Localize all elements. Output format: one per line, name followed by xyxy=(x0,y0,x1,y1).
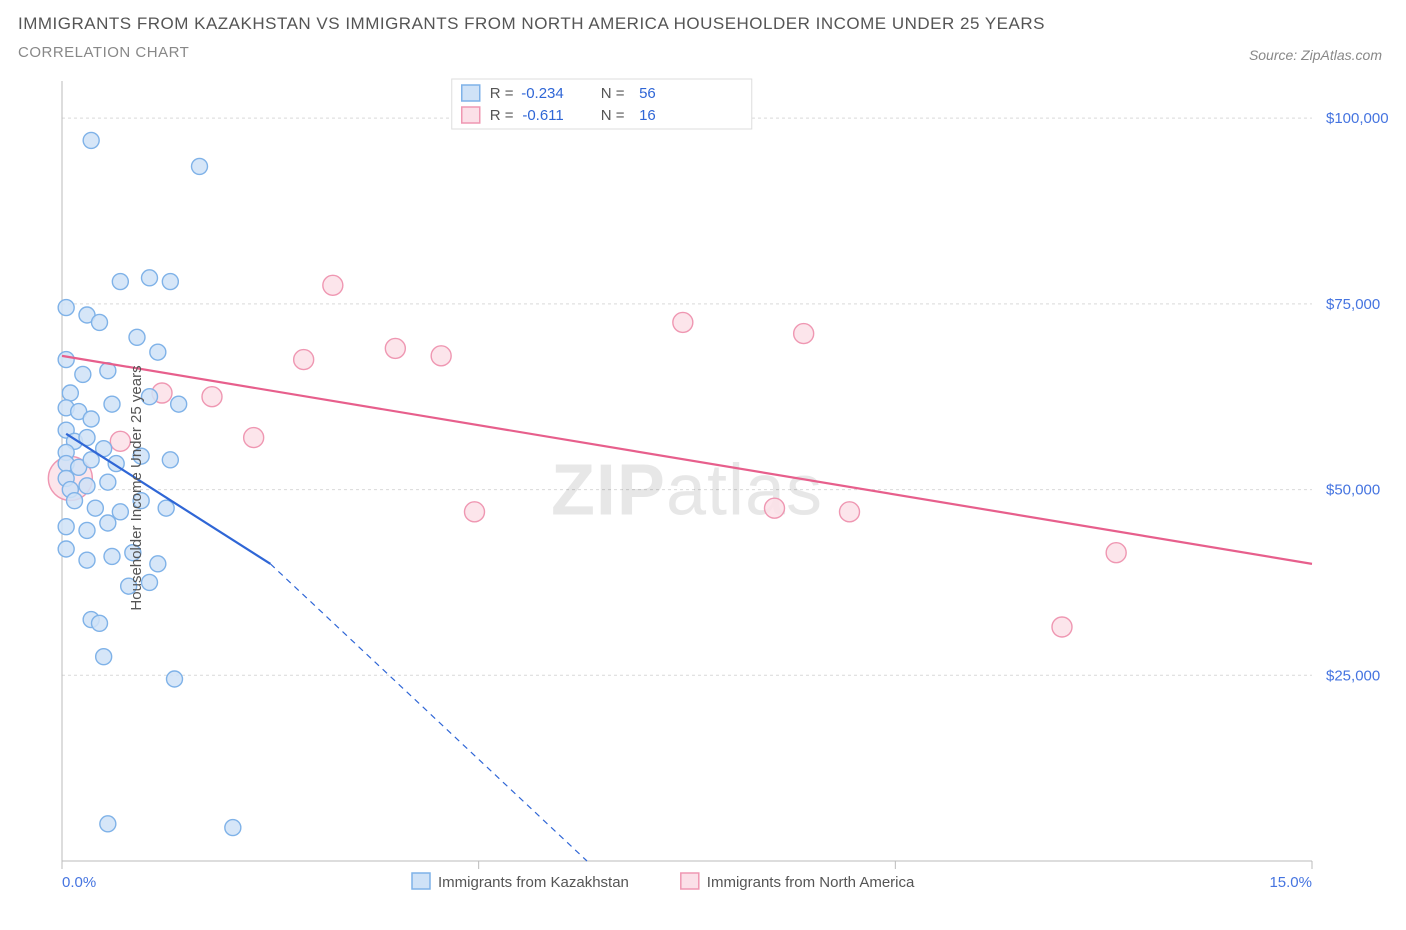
series-a-point xyxy=(112,274,128,290)
chart-title: IMMIGRANTS FROM KAZAKHSTAN VS IMMIGRANTS… xyxy=(18,14,1045,34)
series-b-point xyxy=(840,502,860,522)
legend-n-value: 16 xyxy=(639,107,656,124)
series-a-point xyxy=(58,352,74,368)
series-a-point xyxy=(79,478,95,494)
series-a-point xyxy=(112,504,128,520)
legend-series-label: Immigrants from North America xyxy=(707,874,915,891)
series-a-point xyxy=(162,274,178,290)
series-a-point xyxy=(150,556,166,572)
series-a-point xyxy=(225,820,241,836)
legend-n-label: N = xyxy=(601,85,625,102)
series-a-point xyxy=(96,649,112,665)
series-a-point xyxy=(79,522,95,538)
series-a-point xyxy=(92,615,108,631)
series-b-point xyxy=(673,312,693,332)
legend-r-label: R = xyxy=(490,107,514,124)
header: IMMIGRANTS FROM KAZAKHSTAN VS IMMIGRANTS… xyxy=(18,14,1388,67)
y-tick-label: $75,000 xyxy=(1326,296,1380,313)
series-a-point xyxy=(62,385,78,401)
x-tick-label: 15.0% xyxy=(1269,874,1312,891)
series-a-point xyxy=(58,519,74,535)
series-a-point xyxy=(79,552,95,568)
legend-swatch xyxy=(681,873,699,889)
legend-series-label: Immigrants from Kazakhstan xyxy=(438,874,629,891)
series-a-point xyxy=(100,515,116,531)
series-a-point xyxy=(83,411,99,427)
legend-swatch xyxy=(462,85,480,101)
legend-top: R = -0.234 N = 56 R = -0.611 N = 16 xyxy=(452,79,752,129)
y-tick-label: $100,000 xyxy=(1326,110,1388,127)
series-b-point xyxy=(294,350,314,370)
series-a-point xyxy=(167,671,183,687)
series-b-point xyxy=(1106,543,1126,563)
legend-swatch xyxy=(462,107,480,123)
series-b-point xyxy=(431,346,451,366)
series-b-point xyxy=(202,387,222,407)
chart-subtitle: CORRELATION CHART xyxy=(18,44,1045,61)
y-tick-label: $25,000 xyxy=(1326,667,1380,684)
series-a-point xyxy=(92,314,108,330)
legend-n-label: N = xyxy=(601,107,625,124)
series-a-point xyxy=(150,344,166,360)
legend-r-value: -0.234 xyxy=(521,85,564,102)
series-a-point xyxy=(104,548,120,564)
series-a-point xyxy=(58,300,74,316)
series-a-point xyxy=(171,396,187,412)
source-name: ZipAtlas.com xyxy=(1301,47,1382,63)
series-a-point xyxy=(100,474,116,490)
series-a-point xyxy=(87,500,103,516)
series-a-point xyxy=(129,329,145,345)
series-b-point xyxy=(465,502,485,522)
series-b-point xyxy=(1052,617,1072,637)
series-a-point xyxy=(75,366,91,382)
legend-bottom: Immigrants from Kazakhstan Immigrants fro… xyxy=(412,873,915,891)
y-axis-label: Householder Income Under 25 years xyxy=(128,365,145,610)
series-a-point xyxy=(162,452,178,468)
legend-n-value: 56 xyxy=(639,85,656,102)
trend-line-b xyxy=(62,356,1312,564)
x-tick-label: 0.0% xyxy=(62,874,96,891)
series-b-point xyxy=(385,338,405,358)
legend-r-value: -0.611 xyxy=(522,107,563,124)
series-a-point xyxy=(100,816,116,832)
series-a-point xyxy=(67,493,83,509)
series-a-point xyxy=(142,270,158,286)
source-prefix: Source: xyxy=(1249,47,1301,63)
series-a-point xyxy=(158,500,174,516)
legend-swatch xyxy=(412,873,430,889)
trend-line-a-dashed xyxy=(270,564,587,861)
series-b-point xyxy=(244,428,264,448)
chart-container: Householder Income Under 25 years $25,00… xyxy=(18,73,1388,903)
legend-r-label: R = xyxy=(490,85,514,102)
series-b-point xyxy=(323,275,343,295)
series-a-point xyxy=(104,396,120,412)
series-b-point xyxy=(765,498,785,518)
correlation-chart: $25,000 $50,000 $75,000 $100,000 ZIPatlas 0.0… xyxy=(18,73,1388,903)
series-a-point xyxy=(192,158,208,174)
y-tick-label: $50,000 xyxy=(1326,482,1380,499)
watermark: ZIPatlas xyxy=(551,451,823,531)
source-attribution: Source: ZipAtlas.com xyxy=(1249,47,1388,67)
series-b-point xyxy=(794,324,814,344)
series-a-point xyxy=(83,132,99,148)
series-a-point xyxy=(58,541,74,557)
